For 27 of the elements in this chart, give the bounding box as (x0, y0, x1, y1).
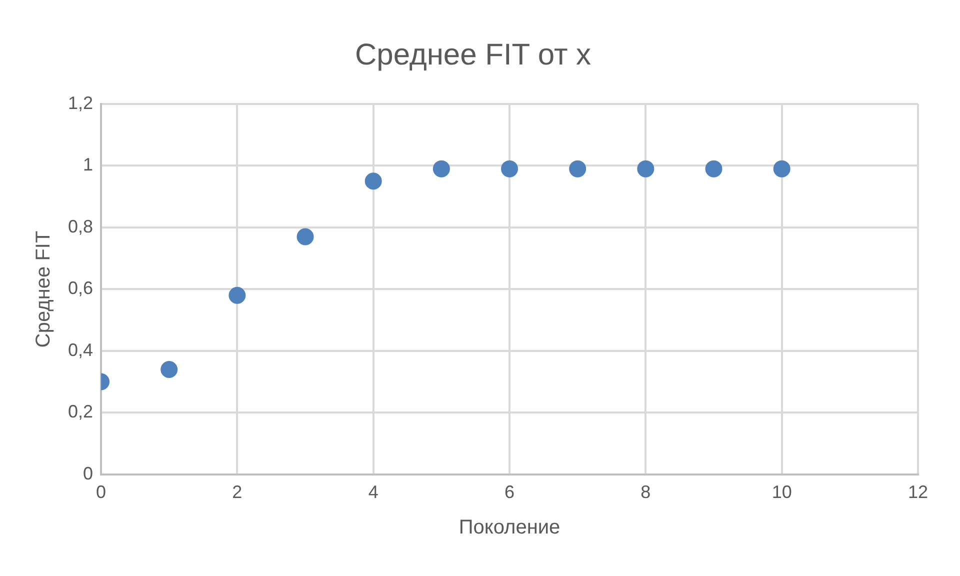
point (705, 160, 722, 178)
point (364, 172, 382, 190)
x-tick-label: 12 (908, 482, 928, 502)
point (569, 160, 586, 178)
x-tick-label: 4 (368, 482, 378, 502)
point (160, 360, 178, 378)
chart-title: Среднее FIT от x (354, 38, 592, 72)
point (637, 160, 654, 178)
x-tick-label: 10 (772, 482, 792, 502)
point (773, 160, 790, 178)
y-tick-label: 0,8 (68, 216, 94, 236)
y-tick-label: 1 (83, 154, 94, 175)
x-tick-label: 6 (504, 482, 515, 502)
y-tick-label: 0,6 (68, 278, 94, 298)
y-tick-label: 0,2 (68, 402, 94, 422)
point (228, 286, 246, 304)
y-tick-label: 1,2 (68, 92, 94, 113)
y-tick-label: 0,4 (68, 340, 94, 360)
y-axis-title: Среднее FIT (32, 230, 55, 348)
point (432, 160, 450, 178)
x-axis-title: Поколение (458, 516, 560, 539)
x-tick-label: 2 (232, 482, 242, 502)
point (501, 160, 518, 178)
x-tick-label: 8 (640, 482, 651, 502)
x-tick-label: 0 (96, 482, 106, 502)
point (296, 228, 314, 246)
y-tick-label: 0 (83, 463, 94, 484)
